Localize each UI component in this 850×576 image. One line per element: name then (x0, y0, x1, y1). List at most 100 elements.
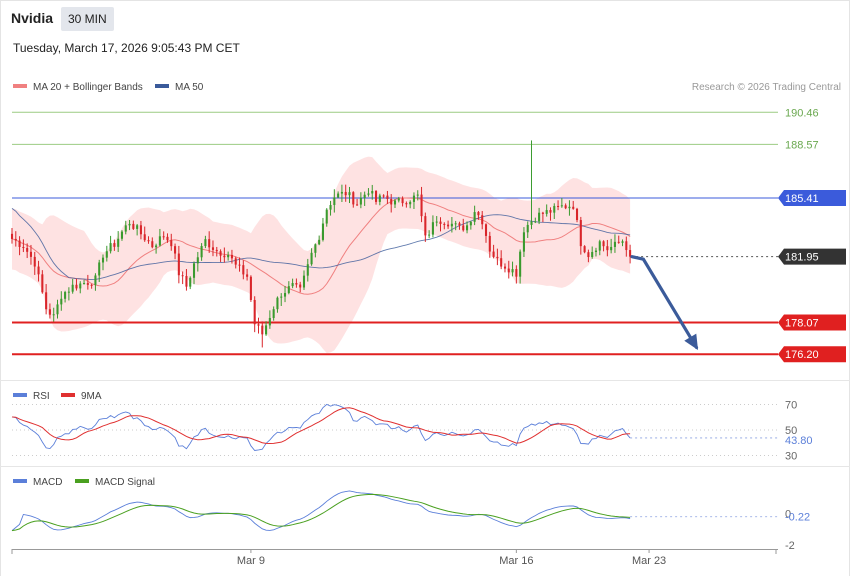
candle-body (613, 241, 616, 247)
candle-body (522, 232, 525, 252)
candle-body (48, 309, 51, 315)
candle-body (469, 221, 472, 226)
x-axis: Mar 9 Mar 16 Mar 23 (11, 549, 778, 567)
candle-body (560, 205, 563, 207)
candle-body (128, 223, 131, 226)
candle-body (147, 240, 150, 242)
candle-body (56, 304, 59, 315)
price-level-tag-5 (778, 346, 846, 363)
legend-label-rsi: RSI (33, 391, 50, 402)
timeframe-button[interactable]: 30 MIN (61, 7, 114, 31)
candle-body (14, 238, 17, 241)
candle-body (253, 299, 256, 325)
candle-body (606, 246, 609, 251)
candle-body (33, 256, 36, 267)
candle-body (185, 275, 188, 287)
x-tick-label-1: Mar 16 (499, 555, 533, 567)
legend-swatch-macd-signal (75, 479, 89, 483)
candle-body (530, 221, 533, 225)
candle-body (428, 234, 431, 236)
candle-body (10, 233, 14, 239)
candle-body (196, 257, 199, 264)
candle-body (386, 195, 389, 199)
candle-body (447, 224, 450, 227)
candle-body (124, 225, 127, 232)
legend-swatch-ma50 (155, 84, 169, 88)
price-level-label-5: 176.20 (785, 349, 819, 361)
bollinger-band-area (12, 156, 631, 354)
candle-body (166, 236, 169, 241)
candle-body (18, 240, 21, 247)
candle-body (500, 258, 503, 267)
candle-body (29, 251, 33, 257)
candle-body (26, 248, 29, 252)
candle-body (234, 258, 237, 265)
candle-body (117, 238, 120, 247)
candle-body (348, 192, 351, 196)
candle-body (519, 251, 522, 277)
rsi-legend: RSI 9MA (13, 391, 102, 402)
candle-body (625, 241, 628, 251)
candle-body (101, 257, 105, 263)
candle-body (511, 269, 514, 273)
candle-body (591, 251, 594, 258)
price-level-tag-4 (778, 314, 846, 331)
candle-body (64, 292, 67, 299)
candle-body (22, 246, 25, 249)
candle-body (488, 235, 491, 252)
candle-body (139, 225, 142, 235)
candle-body (481, 215, 484, 225)
candle-body (52, 314, 55, 316)
candle-body (443, 223, 446, 225)
candle-body (189, 277, 192, 287)
ma20-line (11, 197, 631, 295)
candle-body (246, 274, 249, 277)
macd-pane: 0 -2 -0.22 (11, 490, 810, 552)
candle-body (374, 190, 378, 202)
candle-body (473, 212, 476, 222)
rsi-pane: 70 50 30 43.80 (11, 399, 813, 463)
candle-body (363, 194, 366, 198)
candle-body (405, 203, 408, 205)
candle-body (113, 243, 116, 247)
macd-level-label-1: -2 (785, 540, 795, 552)
candle-body (204, 239, 207, 247)
candle-body (79, 283, 82, 289)
candle-body (371, 190, 374, 194)
candle-body (98, 262, 101, 276)
candle-body (337, 193, 340, 198)
candle-body (492, 251, 495, 257)
candle-body (192, 263, 196, 278)
copyright-text: Research © 2026 Trading Central (692, 82, 841, 93)
macd-legend: MACD MACD Signal (13, 477, 155, 488)
candle-body (466, 225, 469, 231)
candle-body (310, 252, 313, 265)
legend-swatch-rsi (13, 393, 27, 397)
candle-body (60, 298, 63, 305)
candle-body (352, 192, 355, 205)
candle-body (151, 241, 154, 248)
moving-averages (11, 197, 631, 295)
chart-datetime: Tuesday, March 17, 2026 9:05:43 PM CET (13, 41, 240, 55)
candle-body (86, 283, 89, 285)
candle-body (136, 225, 139, 229)
macd-last-label: -0.22 (785, 512, 810, 524)
candle-body (462, 225, 465, 231)
candle-body (75, 284, 78, 289)
candle-body (477, 212, 480, 216)
candle-body (621, 241, 624, 243)
candle-body (261, 325, 264, 335)
candle-body (454, 223, 457, 225)
candle-body (302, 275, 306, 288)
candle-body (393, 200, 397, 205)
candle-body (306, 264, 309, 276)
candle-body (378, 195, 381, 202)
forecast-arrow-line (630, 255, 699, 350)
candle-body (325, 209, 328, 224)
candle-body (534, 221, 537, 223)
candle-body (602, 241, 605, 247)
legend-swatch-rsi-ma (61, 393, 75, 397)
candle-body (397, 198, 400, 201)
legend-label-rsi-ma: 9MA (81, 391, 102, 402)
